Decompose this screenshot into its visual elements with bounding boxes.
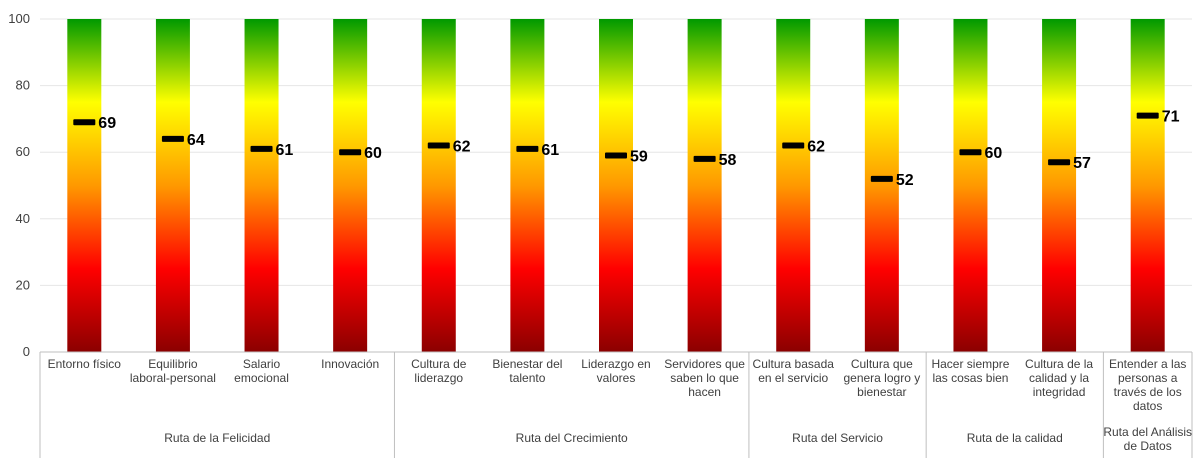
y-tick-label: 60 <box>16 144 30 159</box>
x-tick-label: Cultura de la calidad y la integridad <box>1025 357 1093 399</box>
group-label: Ruta del Análisis de Datos <box>1103 425 1192 453</box>
y-tick-label: 80 <box>16 78 30 93</box>
bar <box>864 19 899 352</box>
data-label: 60 <box>984 145 1002 162</box>
bar <box>155 19 190 352</box>
data-label: 61 <box>541 142 559 159</box>
value-marker <box>427 142 450 149</box>
bar <box>510 19 545 352</box>
x-tick-label: Hacer siempre las cosas bien <box>931 357 1009 385</box>
data-label: 60 <box>364 145 382 162</box>
value-marker <box>693 155 716 162</box>
x-tick-label: Equilibrio laboral-personal <box>130 357 216 385</box>
data-label: 69 <box>98 115 116 132</box>
data-label: 64 <box>187 132 205 149</box>
y-tick-label: 100 <box>8 11 30 26</box>
y-tick-label: 40 <box>16 211 30 226</box>
bar <box>1042 19 1077 352</box>
y-tick-label: 20 <box>16 277 30 292</box>
data-label: 58 <box>719 152 737 169</box>
x-tick-label: Servidores que saben lo que hacen <box>664 357 745 399</box>
bar <box>421 19 456 352</box>
value-marker <box>1048 159 1071 166</box>
group-label: Ruta de la Felicidad <box>164 431 270 445</box>
value-marker <box>605 152 627 159</box>
bar <box>953 19 988 352</box>
data-label: 62 <box>807 139 825 156</box>
group-label: Ruta del Crecimiento <box>516 431 628 445</box>
value-marker <box>73 119 96 126</box>
x-tick-label: Cultura que genera logro y bienestar <box>843 357 920 399</box>
data-label: 62 <box>453 139 471 156</box>
y-tick-label: 0 <box>23 344 30 359</box>
bar <box>244 19 279 352</box>
data-label: 61 <box>276 142 294 159</box>
x-tick-label: Innovación <box>321 357 379 371</box>
x-tick-label: Liderazgo en valores <box>581 357 650 385</box>
bar <box>333 19 368 352</box>
value-marker <box>161 135 184 142</box>
x-tick-label: Cultura basada en el servicio <box>753 357 835 385</box>
value-marker <box>870 175 893 182</box>
data-label: 59 <box>630 149 648 166</box>
bar <box>776 19 811 352</box>
bar <box>1130 19 1165 352</box>
y-axis: 0 20 40 60 80 100 <box>8 11 30 359</box>
value-markers <box>73 112 1159 182</box>
x-tick-label: Bienestar del talento <box>492 357 562 385</box>
x-tick-label: Salario emocional <box>234 357 289 385</box>
value-marker <box>1136 112 1159 119</box>
bars <box>67 19 1165 352</box>
value-marker <box>959 149 982 156</box>
bar <box>599 19 633 352</box>
data-label: 71 <box>1162 109 1180 126</box>
group-label: Ruta del Servicio <box>792 431 883 445</box>
bar <box>687 19 722 352</box>
value-marker <box>782 142 805 149</box>
x-axis: Entorno físico Equilibrio laboral-personal… <box>39 351 1193 458</box>
value-labels: 69 64 61 60 62 61 59 58 62 52 60 57 71 <box>98 109 1179 189</box>
x-tick-label: Entorno físico <box>48 357 122 371</box>
data-label: 57 <box>1073 155 1091 172</box>
group-label: Ruta de la calidad <box>967 431 1063 445</box>
x-tick-label: Entender a las personas a través de los dat… <box>1109 357 1186 413</box>
value-marker <box>516 145 539 152</box>
value-marker <box>339 149 362 156</box>
value-marker <box>250 145 273 152</box>
x-tick-label: Cultura de liderazgo <box>411 357 467 385</box>
data-label: 52 <box>896 172 914 189</box>
bar <box>67 19 102 352</box>
